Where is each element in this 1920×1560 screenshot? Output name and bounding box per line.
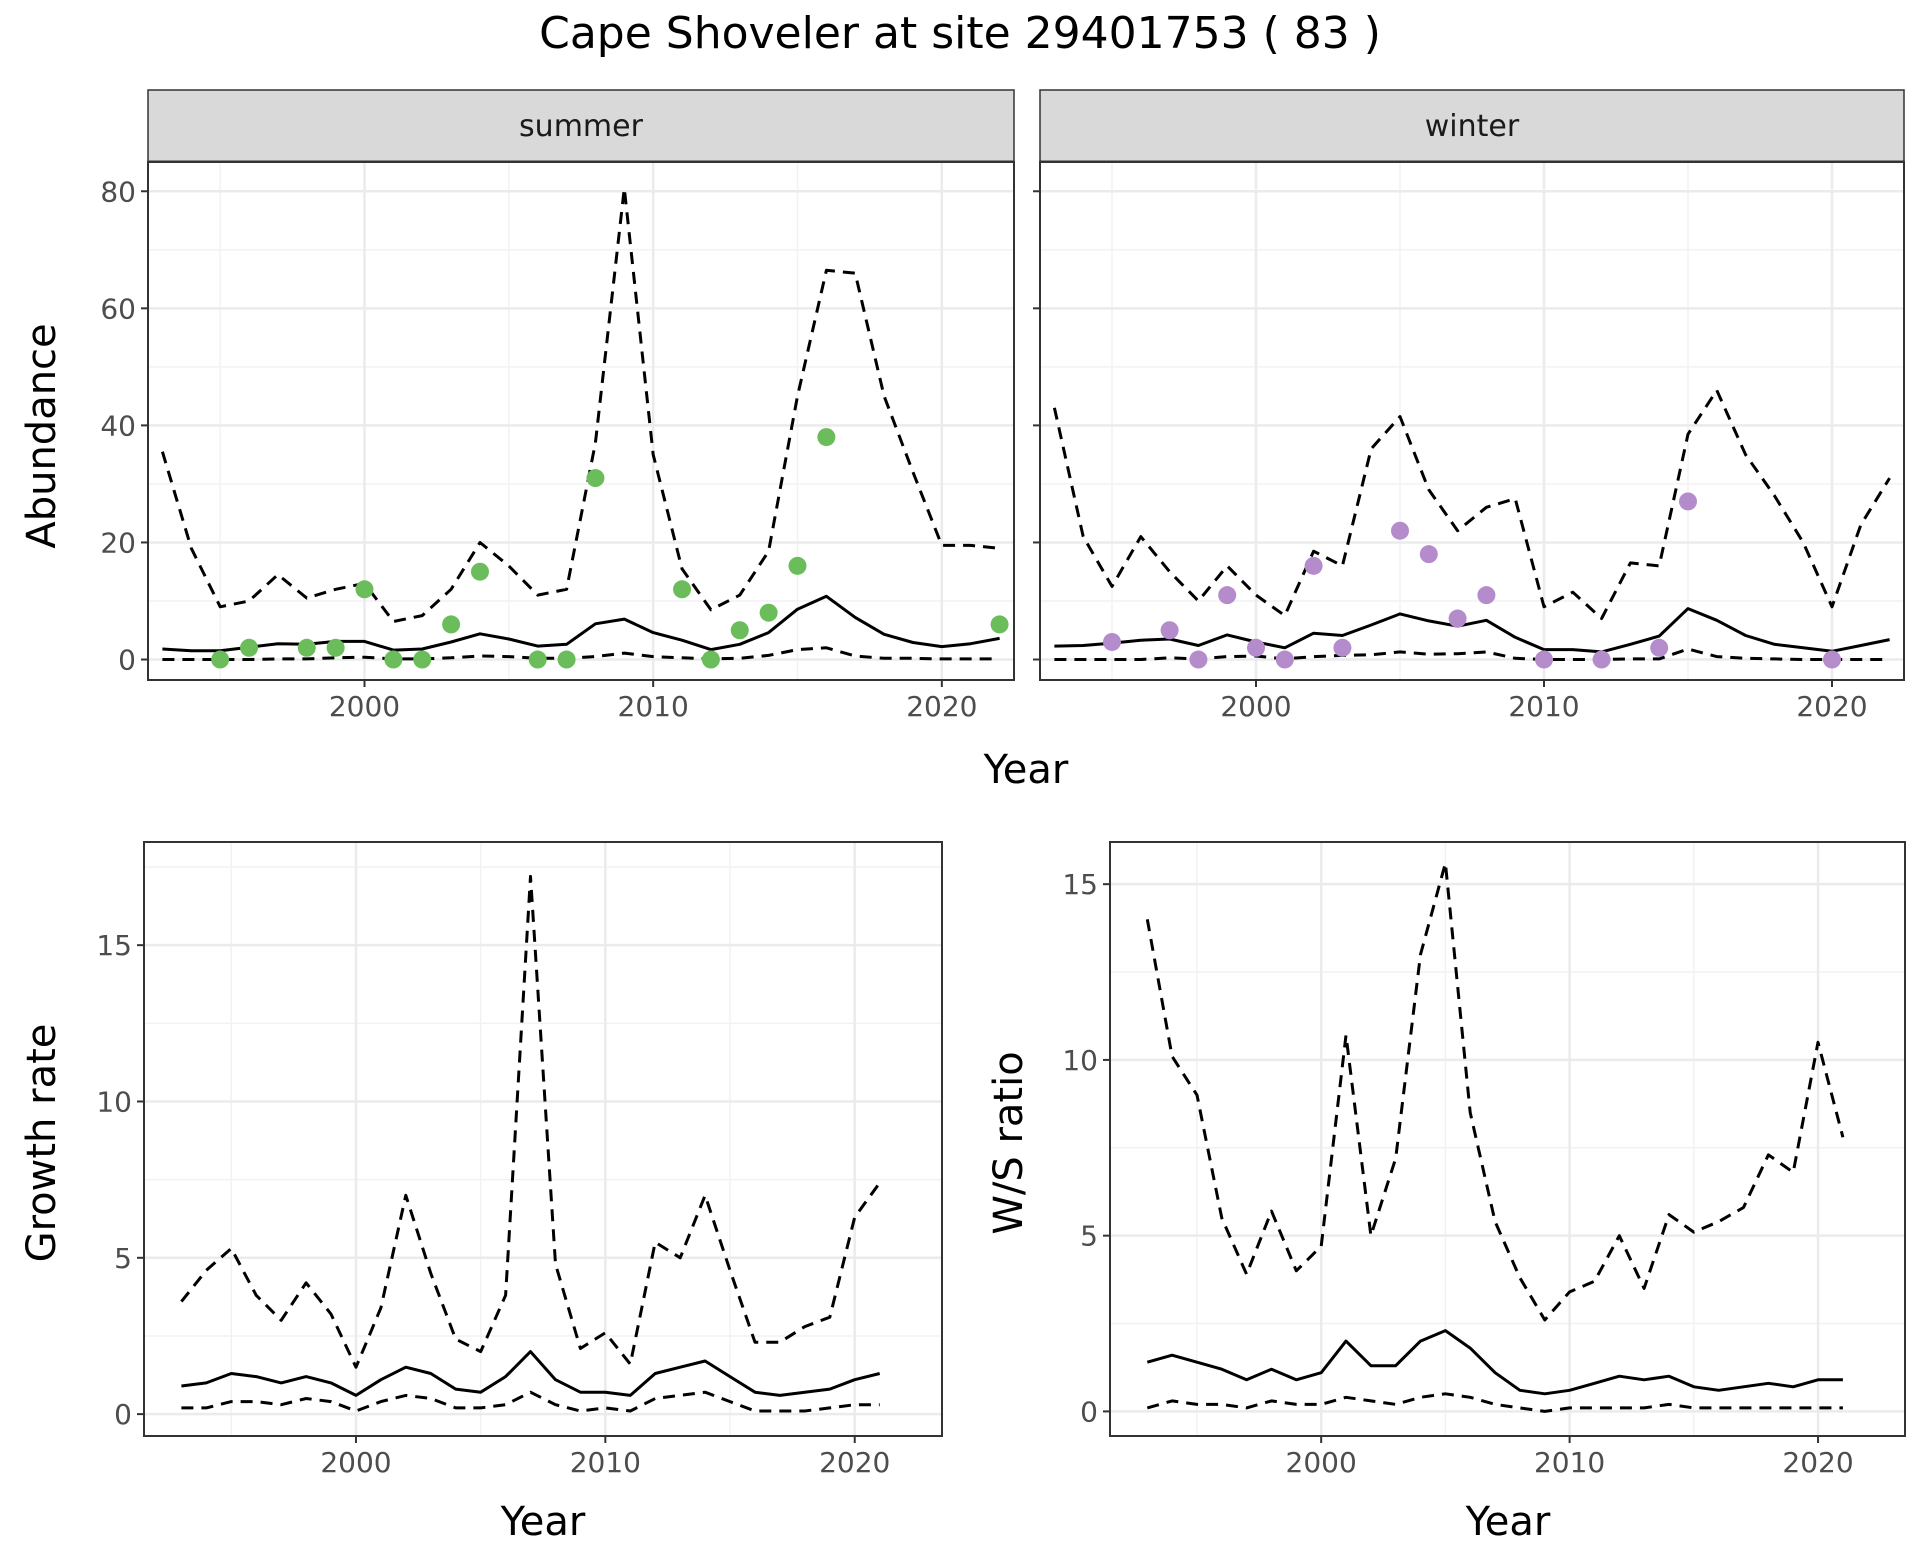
- winter-x-tick-label: 2020: [1796, 690, 1867, 723]
- summer-observation-point: [759, 603, 778, 622]
- growth-median-line: [181, 1350, 881, 1397]
- facet-label-winter: winter: [1425, 109, 1520, 144]
- growth-x-axis-title: Year: [500, 1499, 586, 1545]
- summer-observation-point: [297, 638, 316, 657]
- abundance-y-axis-title: Abundance: [19, 323, 65, 548]
- summer-observation-point: [211, 650, 230, 669]
- summer-observation-point: [470, 562, 489, 581]
- ws-lower-bound-line: [1146, 1392, 1843, 1413]
- summer-observation-point: [355, 580, 374, 599]
- winter-lower-bound-line: [1054, 647, 1890, 661]
- winter-observation-point: [1477, 586, 1496, 605]
- ws-x-tick-label: 2020: [1782, 1446, 1853, 1479]
- winter-median-line: [1054, 607, 1890, 654]
- winter-observation-point: [1650, 638, 1669, 657]
- summer-y-tick-label: 80: [100, 175, 136, 208]
- summer-panel-border: [147, 161, 1015, 681]
- summer-observation-point: [990, 615, 1009, 634]
- ws-x-tick-label: 2000: [1286, 1446, 1357, 1479]
- summer-observation-point: [528, 650, 547, 669]
- winter-observation-point: [1823, 650, 1841, 669]
- ws-y-tick-label: 5: [1080, 1220, 1098, 1253]
- summer-observation-point: [557, 650, 576, 669]
- growth-y-tick-label: 0: [114, 1398, 132, 1431]
- growth-y-axis-title: Growth rate: [19, 1024, 65, 1263]
- growth-upper-bound-line: [180, 874, 881, 1369]
- ws-x-tick-label: 2010: [1534, 1446, 1605, 1479]
- winter-x-tick-label: 2010: [1508, 690, 1579, 723]
- winter-observation-point: [1679, 492, 1697, 511]
- ws-panel-border: [1109, 841, 1906, 1437]
- winter-abundance-panel: 2000 2010 2020: [1033, 161, 1905, 723]
- facet-label-summer: summer: [519, 109, 644, 144]
- ws-y-tick-label: 0: [1080, 1395, 1098, 1428]
- winter-observation-point: [1103, 632, 1121, 651]
- summer-y-tick-label: 0: [118, 644, 136, 677]
- summer-observation-point: [413, 650, 432, 669]
- winter-observation-point: [1160, 621, 1179, 640]
- summer-x-tick-label: 2010: [618, 690, 689, 723]
- winter-observation-point: [1275, 650, 1294, 669]
- chart-title: Cape Shoveler at site 29401753 ( 83 ): [539, 8, 1381, 59]
- winter-plot-background: [1040, 162, 1904, 680]
- summer-y-tick-label: 40: [100, 409, 136, 442]
- summer-x-tick-label: 2000: [329, 690, 400, 723]
- summer-observation-point: [788, 556, 807, 575]
- ws-y-tick-label: 10: [1062, 1044, 1098, 1077]
- ws-ratio-panel: 2000 2010 2020 0 5 10 15: [1062, 841, 1906, 1479]
- growth-rate-panel: 2000 2010 2020 0 5 10 15: [96, 841, 943, 1479]
- winter-panel-border: [1039, 161, 1905, 681]
- summer-observation-point: [240, 638, 259, 657]
- winter-observation-point: [1189, 650, 1208, 669]
- growth-x-tick-label: 2010: [570, 1446, 641, 1479]
- summer-plot-background: [148, 162, 1014, 680]
- winter-observation-point: [1218, 586, 1237, 605]
- growth-y-tick-label: 15: [96, 929, 132, 962]
- growth-panel-border: [143, 841, 943, 1437]
- winter-observation-point: [1535, 650, 1553, 669]
- summer-lower-bound-line: [162, 646, 1000, 661]
- top-x-axis-title: Year: [983, 747, 1069, 793]
- ws-plot-background: [1110, 842, 1905, 1436]
- facet-strip-summer: summer: [147, 89, 1015, 164]
- growth-plot-background: [144, 842, 942, 1436]
- summer-x-tick-label: 2020: [906, 690, 977, 723]
- growth-x-tick-label: 2000: [320, 1446, 391, 1479]
- winter-observation-point: [1391, 521, 1409, 540]
- summer-abundance-panel: 2000 2010 2020 0 20 40 60 80: [100, 161, 1015, 723]
- winter-observation-point: [1304, 556, 1323, 575]
- summer-y-tick-label: 20: [100, 526, 136, 559]
- ws-median-line: [1146, 1329, 1843, 1396]
- summer-observation-point: [586, 469, 605, 488]
- ws-upper-bound-line: [1145, 861, 1845, 1322]
- summer-y-tick-label: 60: [100, 292, 136, 325]
- summer-observation-point: [701, 650, 720, 669]
- winter-observation-point: [1333, 638, 1352, 657]
- growth-x-tick-label: 2020: [819, 1446, 890, 1479]
- summer-observation-point: [326, 638, 345, 657]
- ws-y-tick-label: 15: [1062, 868, 1098, 901]
- growth-y-tick-label: 10: [96, 1085, 132, 1118]
- growth-y-tick-label: 5: [114, 1242, 132, 1275]
- winter-observation-point: [1592, 650, 1611, 669]
- winter-x-tick-label: 2000: [1220, 690, 1291, 723]
- winter-observation-point: [1247, 638, 1265, 657]
- ws-x-axis-title: Year: [1465, 1499, 1551, 1545]
- growth-lower-bound-line: [181, 1390, 880, 1413]
- summer-observation-point: [817, 428, 836, 447]
- summer-observation-point: [442, 615, 461, 634]
- summer-observation-point: [384, 650, 403, 669]
- winter-upper-bound-line: [1052, 388, 1891, 620]
- facet-strip-winter: winter: [1039, 89, 1905, 164]
- ws-y-axis-title: W/S ratio: [986, 1051, 1032, 1234]
- summer-observation-point: [730, 621, 749, 640]
- winter-observation-point: [1448, 609, 1467, 628]
- summer-observation-point: [673, 580, 692, 599]
- summer-upper-bound-line: [160, 186, 1000, 623]
- winter-observation-point: [1419, 545, 1438, 564]
